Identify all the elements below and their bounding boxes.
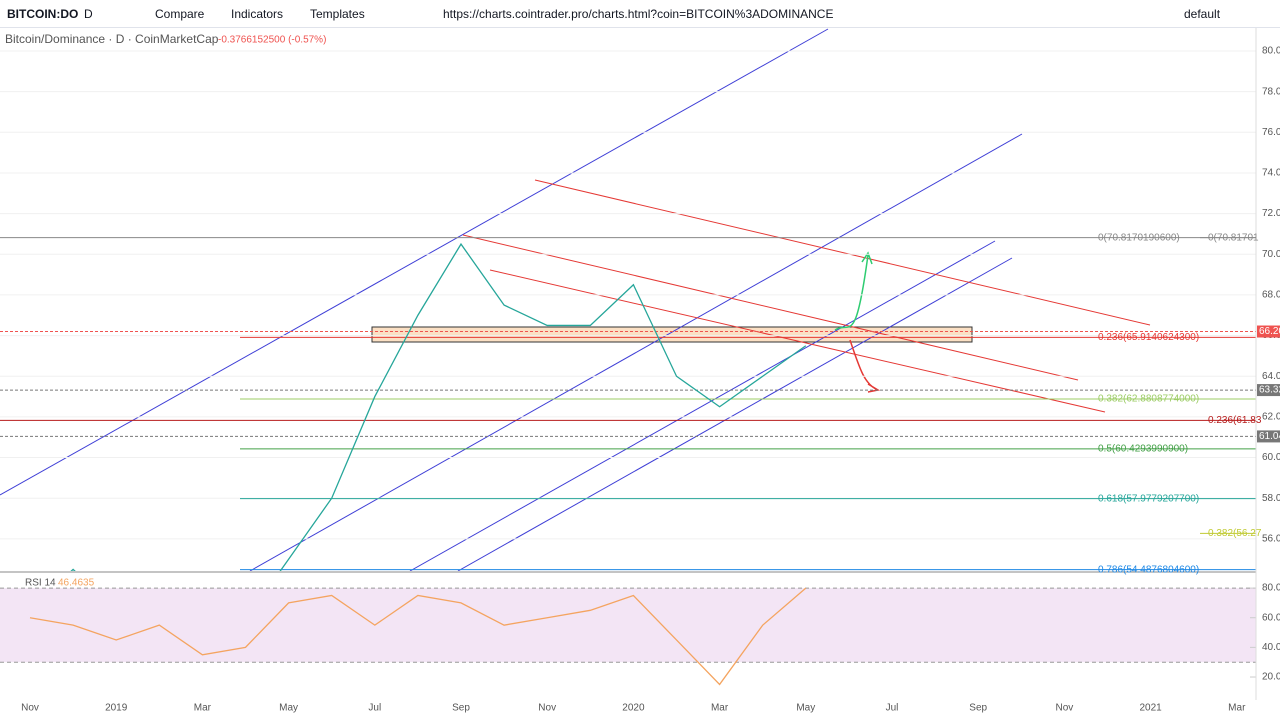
y-tick-label: 80.00 <box>1262 46 1280 57</box>
x-tick-label: Mar <box>711 703 729 714</box>
level-label: 0.382(62.8808774000) <box>1098 394 1199 405</box>
x-tick-label: Mar <box>1228 703 1246 714</box>
x-tick-label: Jul <box>368 703 381 714</box>
x-tick-label: 2021 <box>1139 703 1162 714</box>
y-tick-label: 70.00 <box>1262 249 1280 260</box>
rsi-tick-label: 20.00 <box>1262 672 1280 683</box>
rsi-band <box>0 588 1256 663</box>
rsi-tick-label: 60.00 <box>1262 612 1280 623</box>
channels <box>0 28 1023 571</box>
compare[interactable]: Compare <box>155 7 205 21</box>
rsi-tick-label: 80.00 <box>1262 583 1280 594</box>
series-line <box>70 242 807 571</box>
y-tick-label: 58.00 <box>1262 493 1280 504</box>
price-badge-label: 61.04 <box>1259 431 1280 442</box>
symbol[interactable]: BITCOIN:DO <box>7 7 79 21</box>
level-label: 0.236(61.83 <box>1208 415 1262 426</box>
price-badge <box>1257 325 1280 338</box>
price-badge <box>1257 430 1280 443</box>
y-tick-label: 74.00 <box>1262 168 1280 179</box>
x-tick-label: Jul <box>886 703 899 714</box>
price-badge-label: 66.20 <box>1259 326 1280 337</box>
interval[interactable]: D <box>84 7 93 21</box>
x-tick-label: Nov <box>1056 703 1074 714</box>
y-tick-label: 62.00 <box>1262 412 1280 423</box>
y-tick-label: 76.00 <box>1262 127 1280 138</box>
x-tick-label: Mar <box>194 703 212 714</box>
x-tick-label: Nov <box>538 703 556 714</box>
price-badge <box>1257 384 1280 397</box>
x-tick-label: Nov <box>21 703 39 714</box>
toolbar: BITCOIN:DO D Compare Indicators Template… <box>0 0 1280 28</box>
trendlines <box>462 179 1151 413</box>
rsi-line <box>29 587 807 686</box>
main-pane <box>0 28 1256 571</box>
y-tick-label: 68.00 <box>1262 290 1280 301</box>
rsi-name: RSI 14 <box>25 578 56 589</box>
level-label: 0(70.8170190600) <box>1098 232 1180 243</box>
x-tick-label: 2019 <box>105 703 128 714</box>
price-badge-label: 63.32 <box>1259 385 1280 396</box>
rsi-pane <box>0 587 1256 686</box>
x-tick-label: May <box>796 703 815 714</box>
legend-change: -0.3766152500 (-0.57%) <box>218 35 326 46</box>
legend-title: Bitcoin/Dominance · D · CoinMarketCap <box>5 32 219 46</box>
indicators[interactable]: Indicators <box>231 7 284 21</box>
rsi-tick-label: 40.00 <box>1262 642 1280 653</box>
y-tick-label: 78.00 <box>1262 86 1280 97</box>
y-tick-label: 60.00 <box>1262 452 1280 463</box>
y-tick-label: 56.00 <box>1262 534 1280 545</box>
x-tick-label: 2020 <box>622 703 645 714</box>
url[interactable]: https://charts.cointrader.pro/charts.htm… <box>443 7 834 21</box>
templates[interactable]: Templates <box>310 7 365 21</box>
y-tick-label: 64.00 <box>1262 371 1280 382</box>
level-label: 0.618(57.9779207700) <box>1098 493 1199 504</box>
level-label: 0.236(65.9140624300) <box>1098 332 1199 343</box>
x-tick-label: Sep <box>969 703 987 714</box>
layout[interactable]: default <box>1184 7 1221 21</box>
zone <box>371 326 973 343</box>
level-label: 0.5(60.4293990900) <box>1098 443 1188 454</box>
arrow-up <box>834 251 873 331</box>
x-tick-label: Sep <box>452 703 470 714</box>
arrow-down <box>849 339 881 393</box>
x-tick-label: May <box>279 703 298 714</box>
level-label: 0.786(54.4876804600) <box>1098 564 1199 575</box>
rsi-last: 46.4635 <box>58 578 95 589</box>
level-label: 0(70.81701 <box>1208 232 1259 243</box>
level-label: 0.382(56.27 <box>1208 528 1262 539</box>
y-tick-label: 72.00 <box>1262 208 1280 219</box>
